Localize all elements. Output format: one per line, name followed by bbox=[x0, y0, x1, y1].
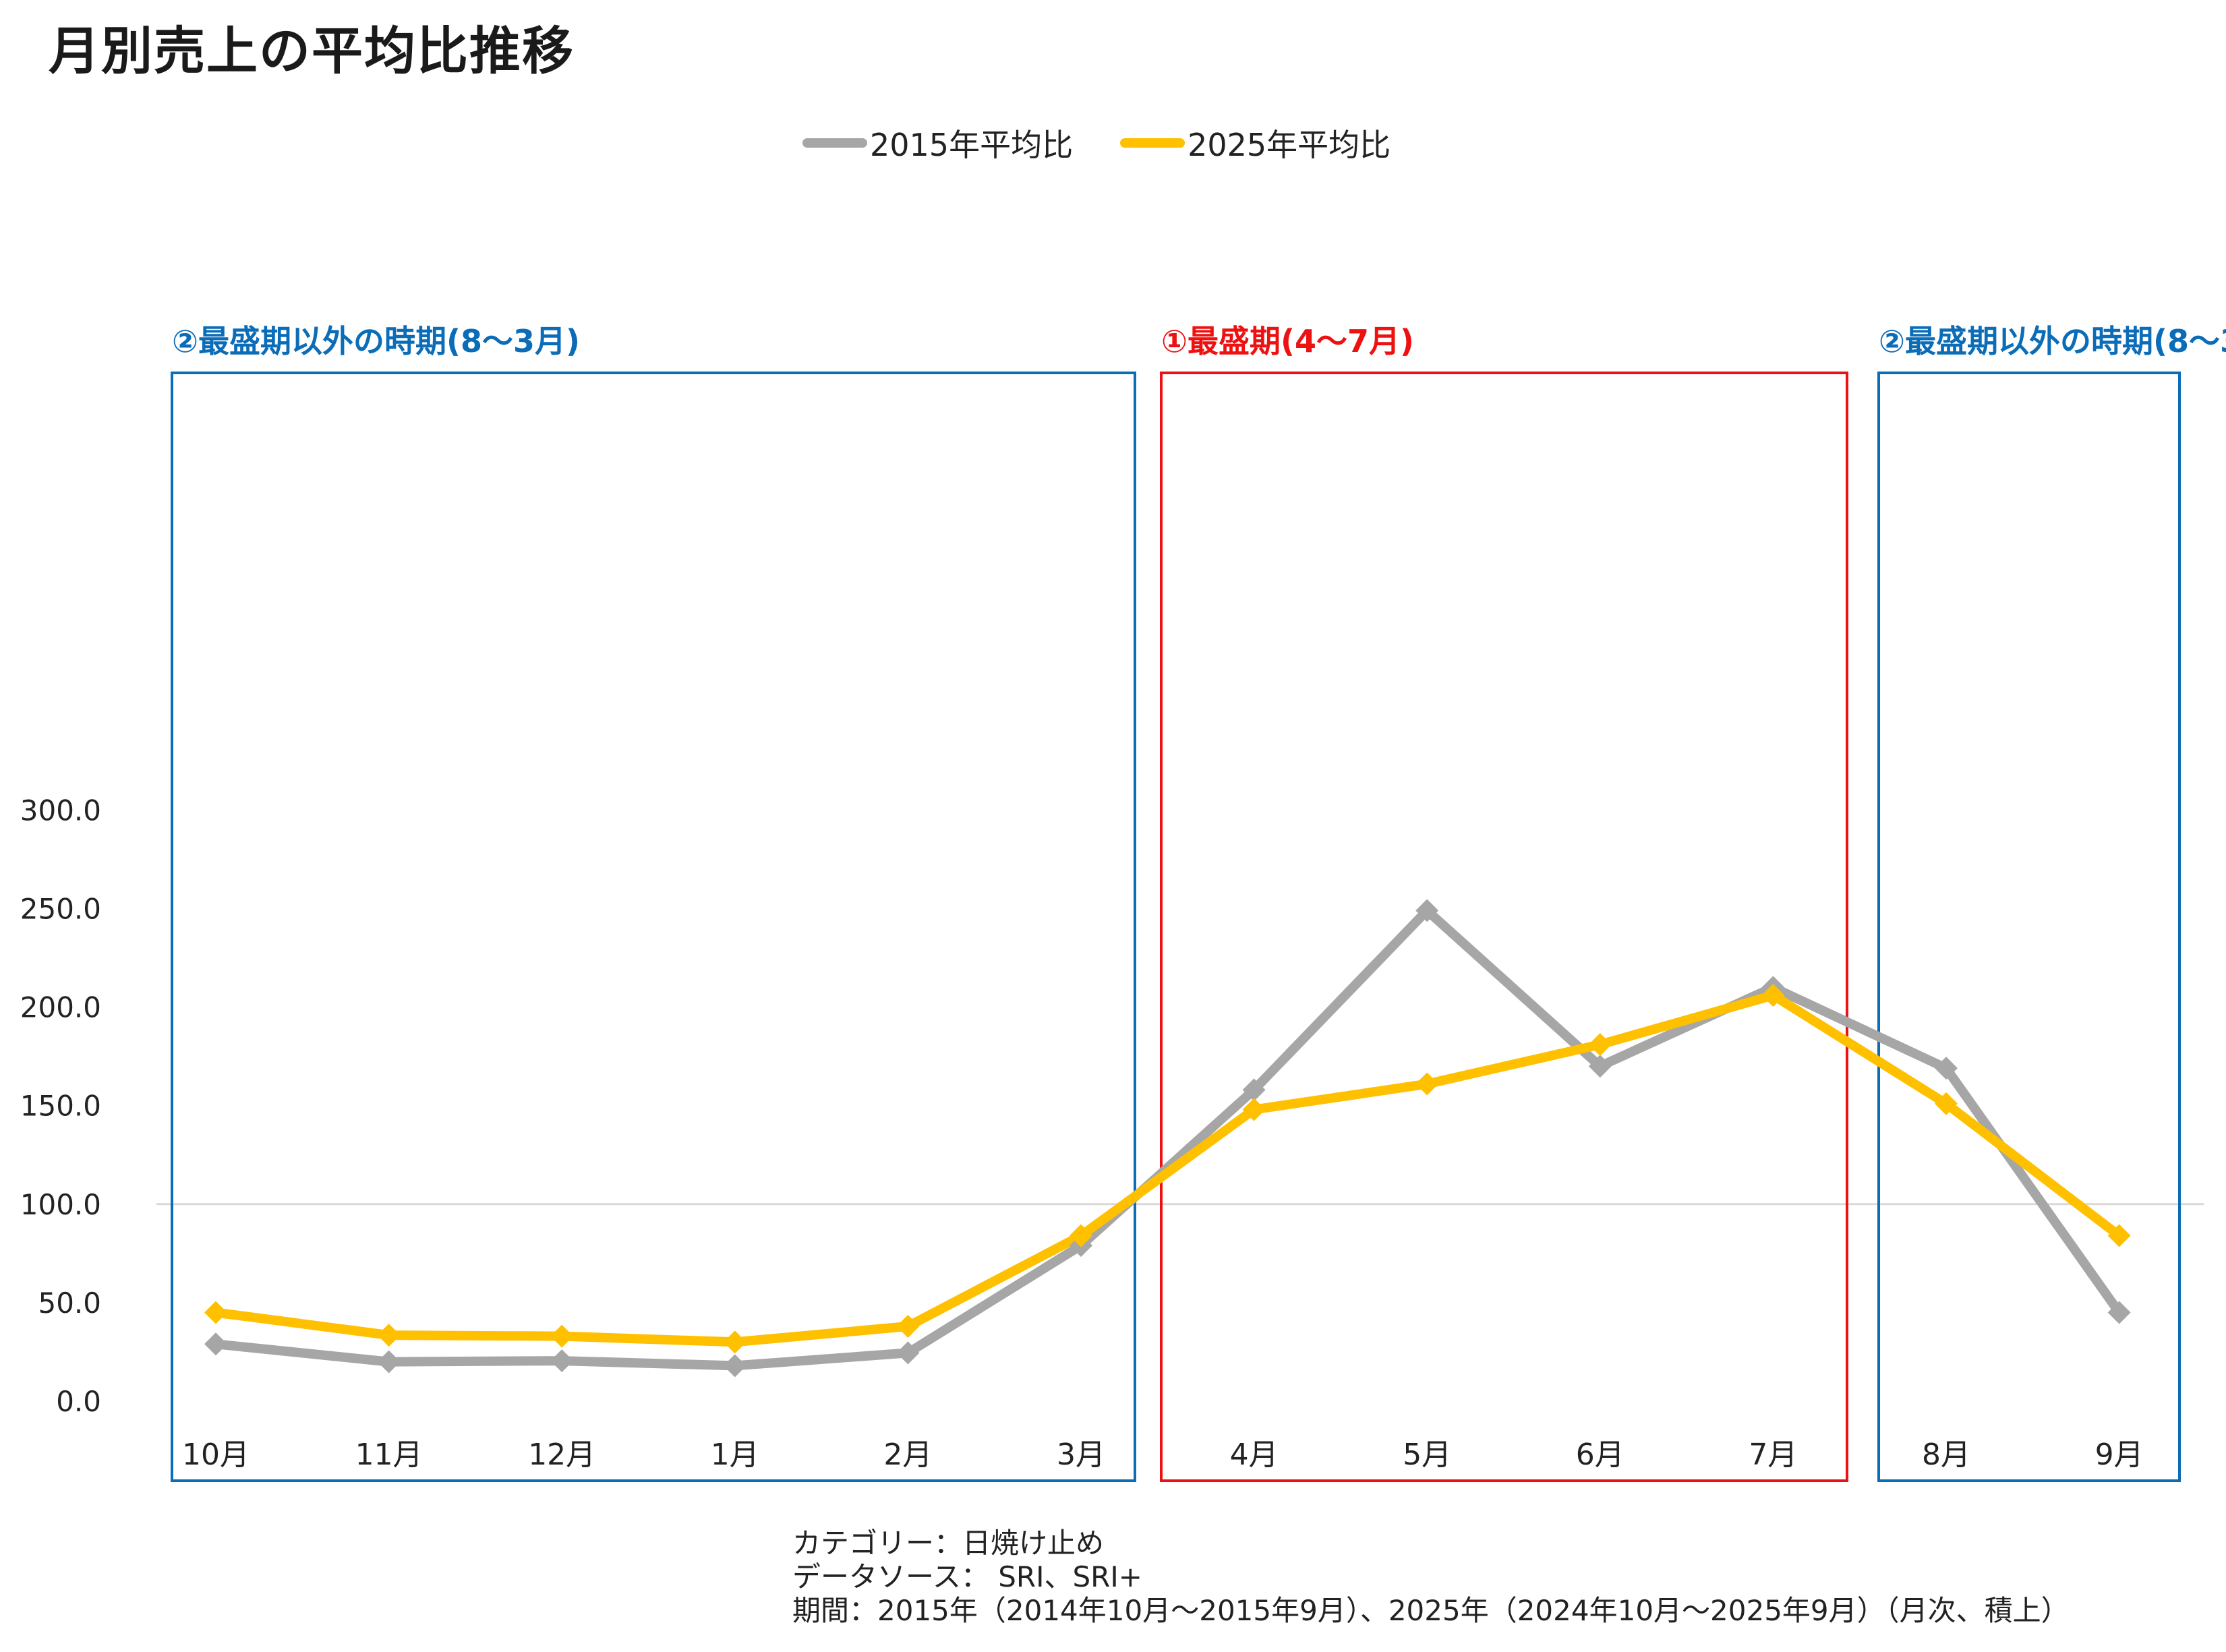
data-point-2015 bbox=[1935, 1057, 1958, 1080]
legend-item-2015[interactable]: 2015年平均比 bbox=[802, 121, 1073, 165]
legend-label-2015: 2015年平均比 bbox=[870, 127, 1074, 163]
data-point-2025 bbox=[1761, 984, 1785, 1007]
x-tick-label: 2月 bbox=[883, 1438, 932, 1472]
x-tick-label: 4月 bbox=[1230, 1438, 1279, 1472]
data-point-2025 bbox=[1415, 1072, 1439, 1096]
x-tick-label: 11月 bbox=[355, 1438, 423, 1472]
x-tick-label: 5月 bbox=[1403, 1438, 1451, 1472]
legend-label-2025: 2025年平均比 bbox=[1188, 127, 1391, 163]
data-point-2025 bbox=[1242, 1098, 1266, 1121]
data-point-2015 bbox=[1588, 1055, 1612, 1078]
data-point-2015 bbox=[2107, 1301, 2131, 1324]
data-point-2025 bbox=[1588, 1033, 1612, 1057]
data-point-2025 bbox=[723, 1330, 746, 1354]
x-tick-label: 8月 bbox=[1922, 1438, 1970, 1472]
data-point-2015 bbox=[723, 1354, 746, 1378]
y-tick-label: 150.0 bbox=[20, 1090, 101, 1123]
offpeak-box-left bbox=[171, 372, 1136, 1482]
data-point-2025 bbox=[1070, 1224, 1092, 1247]
data-point-2015 bbox=[896, 1341, 920, 1365]
data-point-2025 bbox=[896, 1314, 920, 1338]
footnote-period: 期間：2015年（2014年10月〜2015年9月）、2025年（2024年10… bbox=[792, 1594, 2070, 1627]
footnote-source: データソース： SRI、SRI+ bbox=[792, 1560, 1142, 1593]
x-tick-label: 7月 bbox=[1749, 1438, 1797, 1472]
y-tick-label: 100.0 bbox=[20, 1188, 101, 1221]
data-point-2015 bbox=[204, 1332, 227, 1356]
x-tick-label: 10月 bbox=[182, 1438, 250, 1472]
y-tick-label: 50.0 bbox=[38, 1287, 101, 1320]
x-tick-label: 1月 bbox=[711, 1438, 759, 1472]
x-tick-label: 9月 bbox=[2095, 1438, 2144, 1472]
data-point-2025 bbox=[377, 1324, 401, 1347]
peak-box bbox=[1160, 372, 1848, 1482]
data-point-2025 bbox=[1935, 1092, 1958, 1115]
peak-box-label: ①最盛期(4〜7月) bbox=[1161, 323, 1414, 359]
y-tick-label: 300.0 bbox=[20, 794, 101, 827]
offpeak-box-right bbox=[1877, 372, 2181, 1482]
x-tick-label: 3月 bbox=[1057, 1438, 1105, 1472]
chart-title: 月別売上の平均比推移 bbox=[49, 21, 575, 81]
x-tick-label: 6月 bbox=[1576, 1438, 1624, 1472]
y-tick-label: 0.0 bbox=[56, 1385, 101, 1418]
series-line-2015 bbox=[211, 906, 2124, 1371]
legend-swatch-2025 bbox=[1120, 138, 1185, 148]
data-point-2025 bbox=[2107, 1224, 2131, 1247]
footnote-category: カテゴリー：日焼け止め bbox=[792, 1527, 1105, 1560]
series-line-2025 bbox=[211, 991, 2124, 1347]
chart-legend: 2015年平均比 2025年平均比 bbox=[802, 123, 1438, 163]
legend-item-2025[interactable]: 2025年平均比 bbox=[1120, 121, 1390, 165]
chart-footnote: カテゴリー：日焼け止め データソース： SRI、SRI+ 期間：2015年（20… bbox=[792, 1527, 2070, 1628]
y-tick-label: 250.0 bbox=[20, 893, 101, 926]
data-point-2015 bbox=[1242, 1078, 1266, 1102]
data-point-2015 bbox=[1415, 899, 1439, 922]
data-point-2025 bbox=[550, 1324, 574, 1348]
y-tick-label: 200.0 bbox=[20, 991, 101, 1024]
x-tick-label: 12月 bbox=[528, 1438, 595, 1472]
data-point-2025 bbox=[204, 1301, 227, 1324]
data-point-2015 bbox=[550, 1349, 574, 1373]
data-point-2015 bbox=[377, 1350, 401, 1374]
offpeak-box-right-label: ②最盛期以外の時期(8〜3月) bbox=[1879, 323, 2226, 359]
offpeak-box-left-label: ②最盛期以外の時期(8〜3月) bbox=[172, 323, 580, 359]
legend-swatch-2015 bbox=[802, 138, 867, 148]
